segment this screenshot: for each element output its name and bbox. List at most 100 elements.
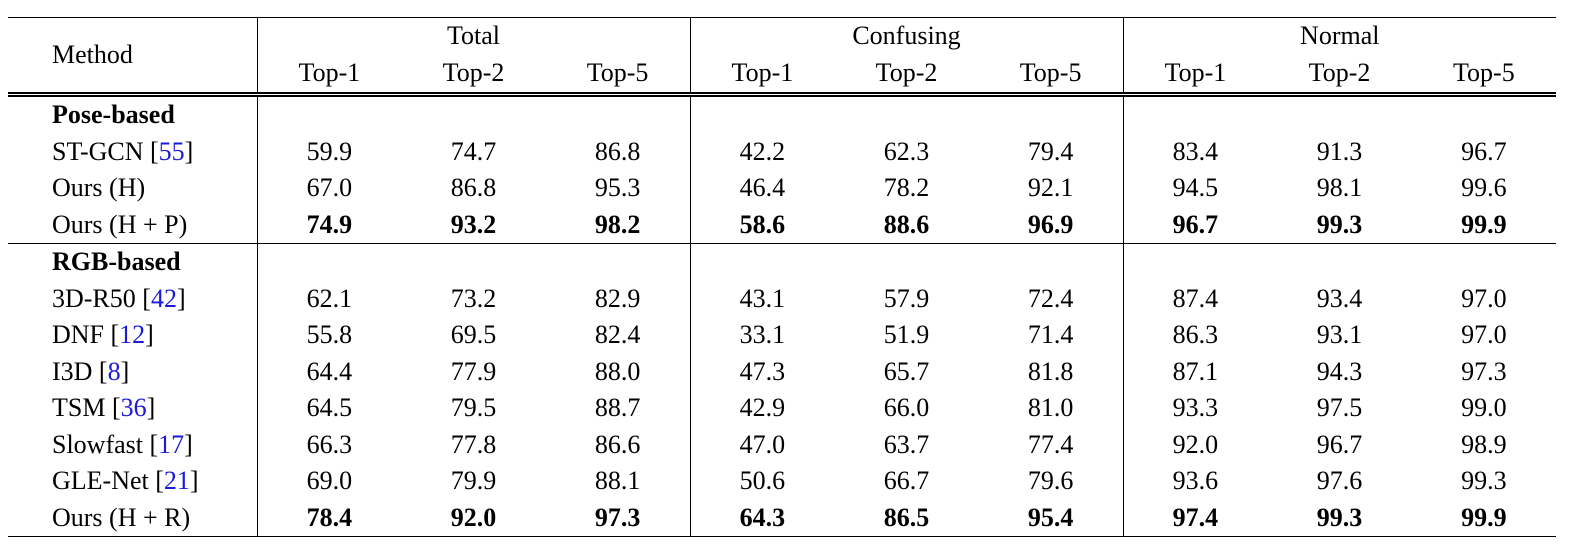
value-cell: 66.3 xyxy=(256,426,402,463)
value-cell: 62.3 xyxy=(883,136,930,166)
value-cell: 92.0 xyxy=(401,499,546,537)
value-cell: 78.2 xyxy=(883,173,930,203)
metric-header: Top-2 xyxy=(834,54,979,97)
value-cell: 99.3 xyxy=(1461,466,1507,496)
empty-cell xyxy=(401,95,545,134)
section-title: Pose-based xyxy=(52,100,175,130)
value-cell: 64.5 xyxy=(256,390,402,427)
value-cell: 99.3 xyxy=(1267,499,1412,537)
value-cell: 86.8 xyxy=(450,173,497,203)
value-cell: 77.4 xyxy=(1027,429,1074,459)
empty-cell xyxy=(978,243,1124,281)
data-row: Slowfast [17] 66.3 77.8 86.6 47.0 63.7 77.4 92.… xyxy=(8,426,1556,463)
method-text: TSM [ xyxy=(52,393,121,423)
citation: 36 xyxy=(120,393,147,423)
value-cell: 46.4 xyxy=(689,170,835,207)
group-header: Normal xyxy=(1122,17,1556,54)
value-cell: 88.1 xyxy=(594,466,641,496)
empty-cell xyxy=(1122,243,1268,281)
metric-header: Top-5 xyxy=(1411,54,1556,97)
value-cell: 69.5 xyxy=(450,320,497,350)
value-cell: 93.3 xyxy=(1122,390,1268,427)
data-row: Ours (H + R) 78.4 92.0 97.3 64.3 86.5 95.4 97.4… xyxy=(8,499,1556,537)
metric-header: Top-1 xyxy=(1122,54,1268,97)
section-row: Pose-based xyxy=(8,94,1556,134)
method-text: Ours (H + R) xyxy=(52,502,191,532)
value-cell: 66.0 xyxy=(883,393,930,423)
header-row: Top-1 Top-2 Top-5 Top-1 Top-2 Top-5 Top-1 Top-2… xyxy=(8,54,1556,97)
value-cell: 64.4 xyxy=(256,353,402,390)
value-cell: 99.6 xyxy=(1461,173,1507,203)
empty-cell xyxy=(1122,94,1268,134)
method-text: Ours (H) xyxy=(52,173,146,203)
data-row: I3D [8] 64.4 77.9 88.0 47.3 65.7 81.8 87.1 94.3 9… xyxy=(8,353,1556,390)
value-cell: 50.6 xyxy=(689,463,835,500)
data-row: Ours (H + P) 74.9 93.2 98.2 58.6 88.6 96.9 96.7… xyxy=(8,206,1556,244)
value-cell: 72.4 xyxy=(1027,283,1074,313)
method-text: ] xyxy=(189,466,199,496)
section-row: RGB-based xyxy=(8,243,1556,281)
value-cell: 95.3 xyxy=(594,173,641,203)
value-cell: 47.0 xyxy=(689,426,835,463)
empty-cell xyxy=(689,94,835,134)
method-text: ST-GCN [ xyxy=(52,136,159,166)
citation: 12 xyxy=(119,320,146,350)
value-cell: 93.6 xyxy=(1122,463,1268,500)
table-header: Method Total Confusing Normal Top-1 Top-2 To… xyxy=(8,17,1556,97)
value-cell: 99.3 xyxy=(1316,209,1363,239)
empty-cell xyxy=(689,243,835,281)
method-text: Slowfast [ xyxy=(52,429,159,459)
group-header: Total xyxy=(256,17,690,54)
empty-cell xyxy=(1411,243,1556,281)
data-row: DNF [12] 55.8 69.5 82.4 33.1 51.9 71.4 86.3 93.1… xyxy=(8,317,1556,354)
metric-header: Top-2 xyxy=(1267,54,1412,97)
value-cell: 58.6 xyxy=(689,206,835,244)
empty-cell xyxy=(1412,95,1556,134)
method-text: GLE-Net [ xyxy=(52,466,164,496)
value-cell: 97.6 xyxy=(1316,466,1363,496)
value-cell: 69.0 xyxy=(256,463,402,500)
method-cell: TSM [36] xyxy=(8,390,257,427)
value-cell: 79.4 xyxy=(1027,136,1074,166)
method-text: ] xyxy=(184,136,194,166)
method-text: I3D [ xyxy=(52,356,108,386)
data-row: GLE-Net [21] 69.0 79.9 88.1 50.6 66.7 79.6 93.6… xyxy=(8,463,1556,500)
metric-header: Top-5 xyxy=(978,54,1124,97)
citation: 17 xyxy=(158,429,185,459)
value-cell: 97.4 xyxy=(1122,499,1268,537)
method-text: DNF [ xyxy=(52,320,120,350)
value-cell: 92.0 xyxy=(1122,426,1268,463)
value-cell: 65.7 xyxy=(883,356,930,386)
value-cell: 96.7 xyxy=(1122,206,1268,244)
value-cell: 78.4 xyxy=(256,499,402,537)
group-header: Confusing xyxy=(689,17,1124,54)
citation: 55 xyxy=(158,136,185,166)
value-cell: 93.2 xyxy=(450,209,497,239)
method-text: ] xyxy=(176,283,186,313)
metric-header: Top-1 xyxy=(689,54,835,97)
value-cell: 93.4 xyxy=(1316,283,1363,313)
value-cell: 96.9 xyxy=(1027,209,1074,239)
value-cell: 79.6 xyxy=(1027,466,1074,496)
data-row: Ours (H) 67.0 86.8 95.3 46.4 78.2 92.1 94.5 98.1… xyxy=(8,170,1556,207)
value-cell: 88.7 xyxy=(594,393,641,423)
value-cell: 94.5 xyxy=(1122,170,1268,207)
value-cell: 91.3 xyxy=(1316,136,1363,166)
empty-cell xyxy=(834,95,978,134)
metric-header: Top-1 xyxy=(256,54,402,97)
value-cell: 79.9 xyxy=(450,466,497,496)
value-cell: 87.1 xyxy=(1122,353,1268,390)
value-cell: 42.9 xyxy=(689,390,835,427)
method-cell: Ours (H) xyxy=(8,170,257,207)
method-text: 3D-R50 [ xyxy=(52,283,151,313)
method-text: Ours (H + P) xyxy=(52,209,188,239)
value-cell: 96.7 xyxy=(1461,136,1507,166)
method-cell: ST-GCN [55] xyxy=(8,134,257,171)
value-cell: 77.9 xyxy=(450,356,497,386)
empty-cell xyxy=(834,243,979,281)
method-cell: DNF [12] xyxy=(8,317,257,354)
data-row: TSM [36] 64.5 79.5 88.7 42.9 66.0 81.0 93.3 97.5… xyxy=(8,390,1556,427)
value-cell: 97.0 xyxy=(1461,320,1507,350)
empty-cell xyxy=(401,243,546,281)
